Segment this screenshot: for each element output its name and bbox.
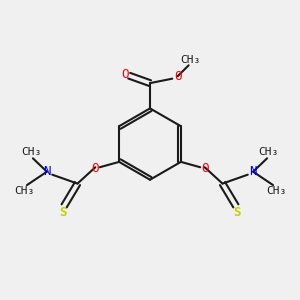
Text: S: S — [234, 206, 241, 219]
Text: N: N — [249, 165, 257, 178]
Text: O: O — [121, 68, 128, 81]
Text: CH₃: CH₃ — [258, 147, 279, 158]
Text: N: N — [43, 165, 51, 178]
Text: CH₃: CH₃ — [21, 147, 42, 158]
Text: CH₃: CH₃ — [266, 186, 286, 196]
Text: CH₃: CH₃ — [180, 55, 200, 65]
Text: O: O — [201, 162, 208, 175]
Text: O: O — [174, 70, 182, 83]
Text: CH₃: CH₃ — [14, 186, 34, 196]
Text: S: S — [59, 206, 66, 219]
Text: O: O — [92, 162, 99, 175]
